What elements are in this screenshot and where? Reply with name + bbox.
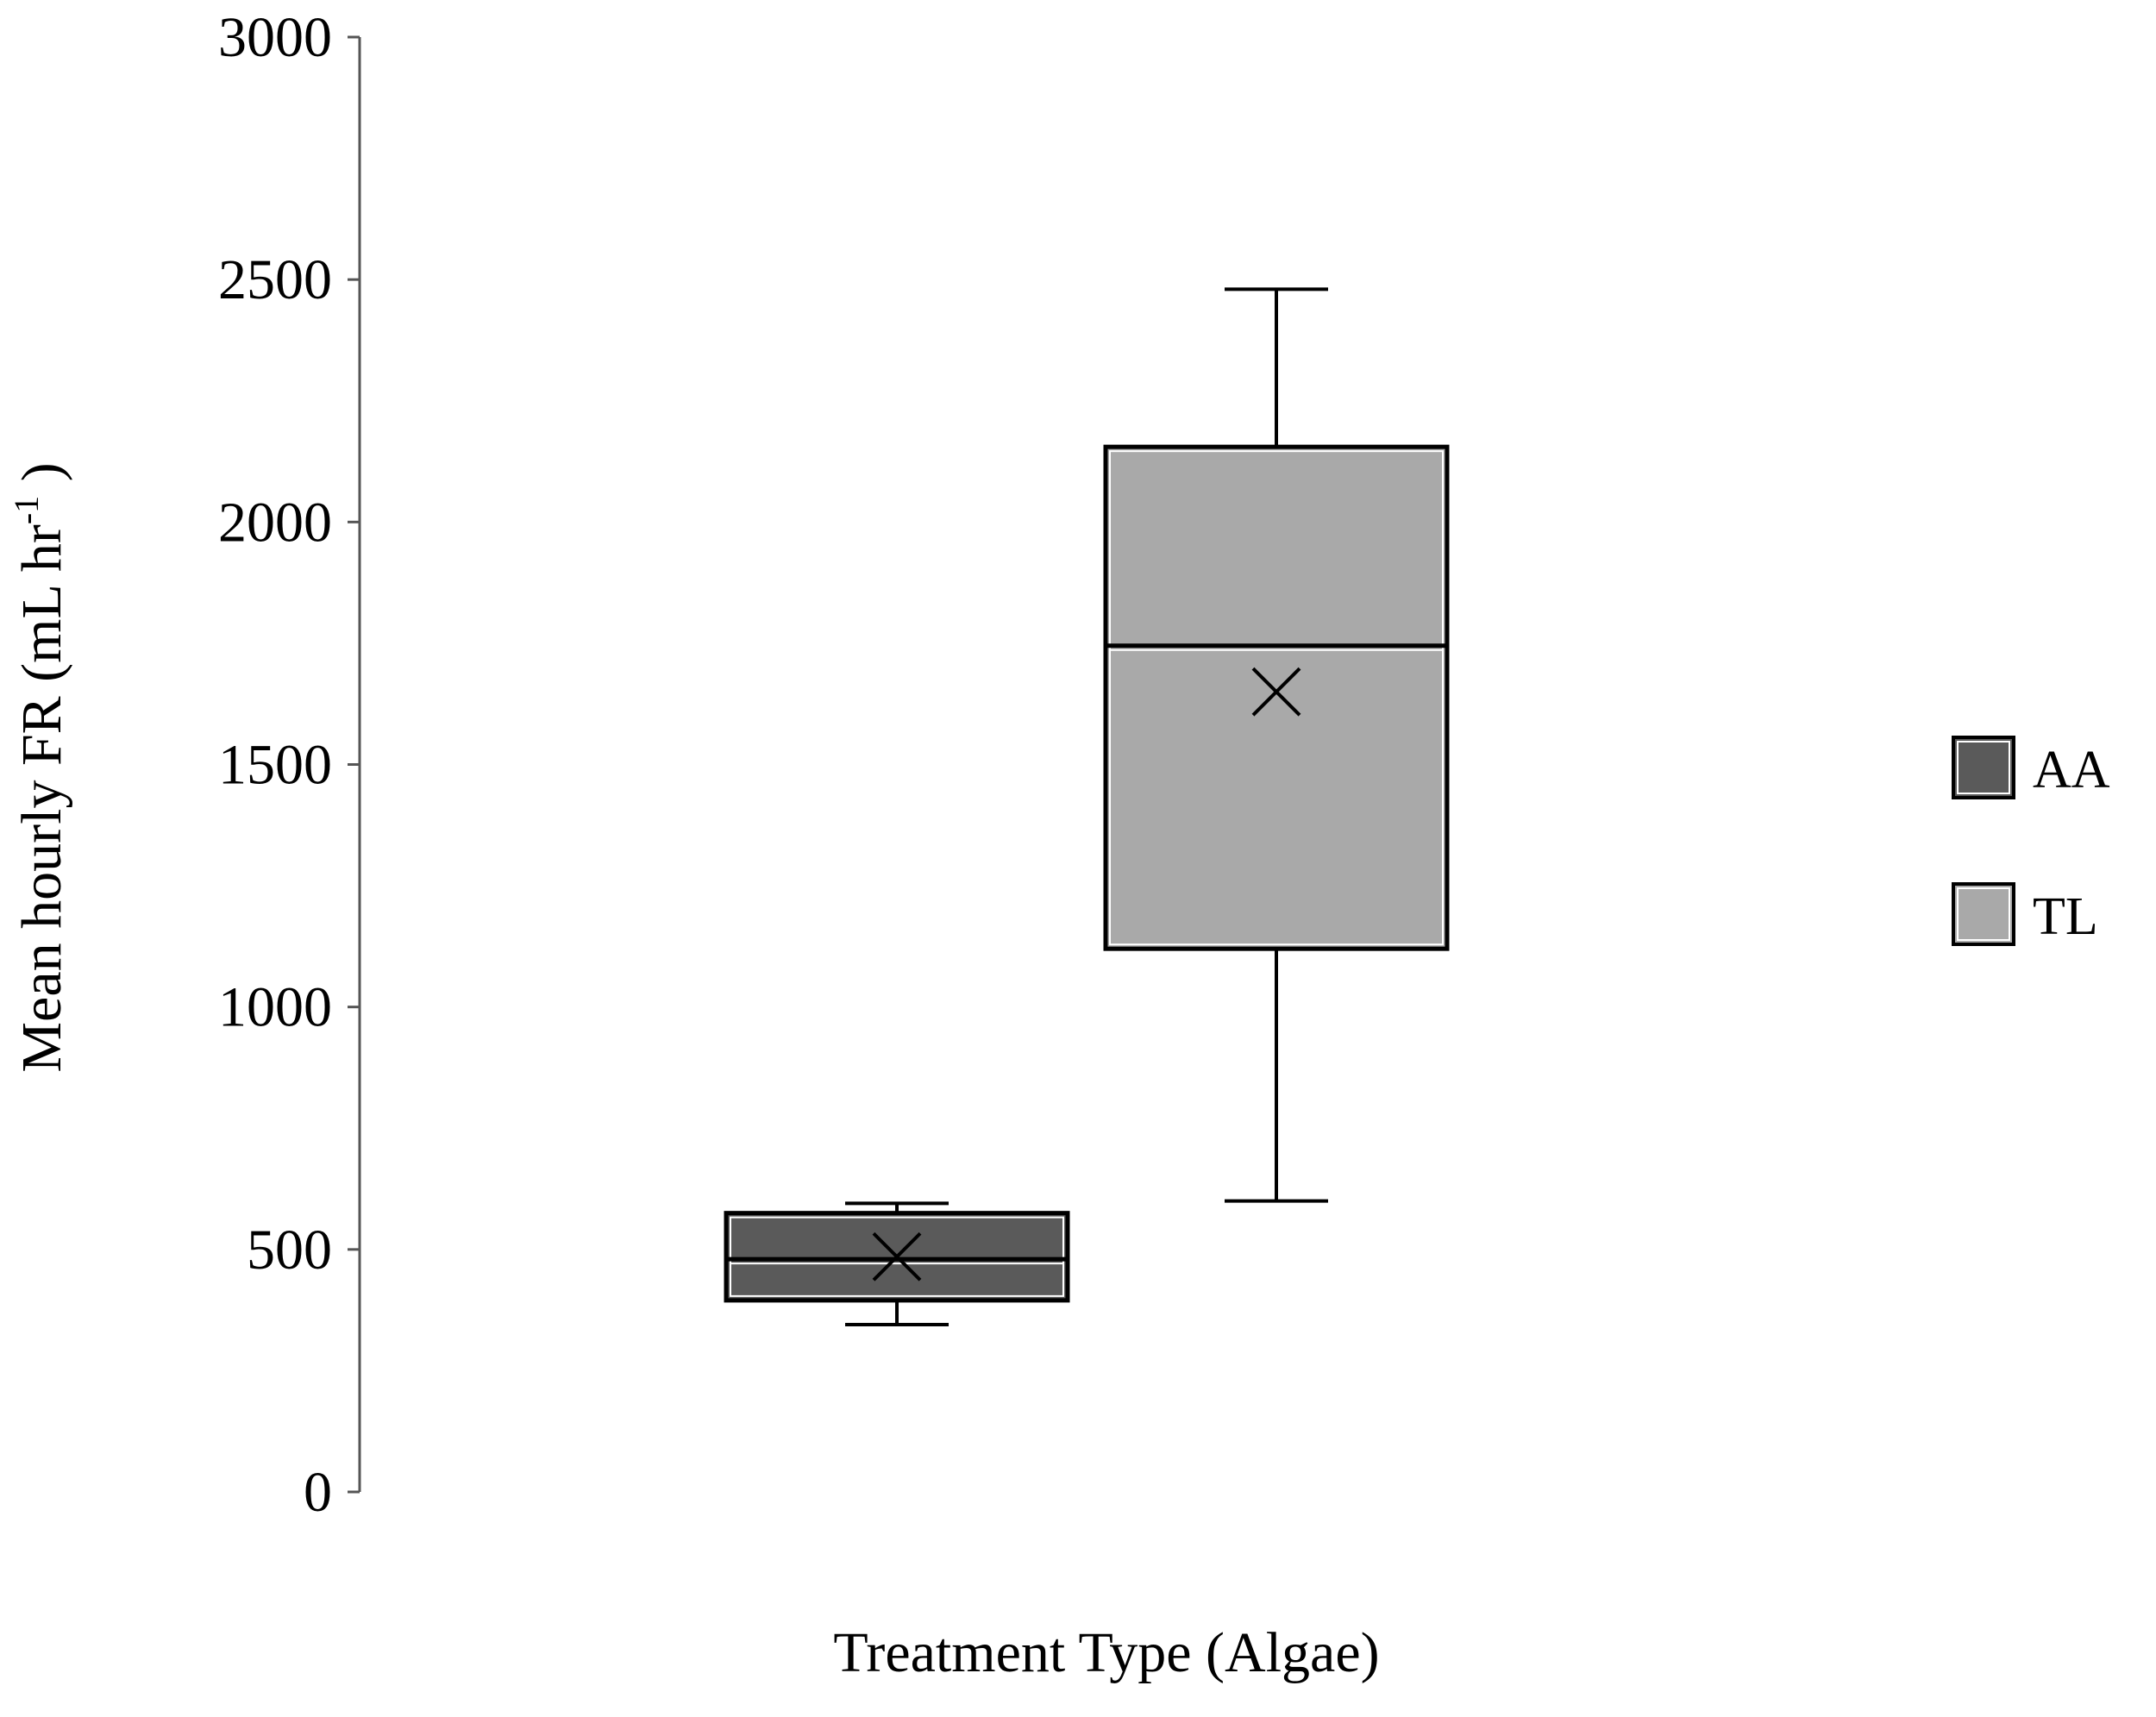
y-axis-title: Mean hourly FR (mL hr-1 ) [7, 462, 73, 1072]
y-axis-title-main: Mean hourly FR (mL hr [10, 524, 73, 1072]
x-axis-title: Treatment Type (Algae) [833, 1621, 1379, 1684]
y-tick-label-1000: 1000 [218, 976, 332, 1039]
box-tl [1103, 287, 1450, 1203]
y-tick-label-3000: 3000 [218, 6, 332, 69]
y-tick-label-0: 0 [304, 1461, 332, 1524]
box-inner-outline-tl [1109, 450, 1444, 946]
mean-marker-b-tl [1251, 667, 1301, 717]
legend-label-aa: AA [2033, 741, 2110, 799]
legend-label-tl: TL [2033, 887, 2098, 946]
mean-marker-b-aa [872, 1231, 922, 1281]
y-tick-label-1500: 1500 [218, 734, 332, 797]
box-inner-outline-aa [730, 1216, 1064, 1297]
legend: AA TL [1952, 736, 2110, 946]
legend-swatch-inner-aa [1957, 741, 2010, 794]
box-aa [724, 1201, 1070, 1326]
legend-swatch-inner-tl [1957, 887, 2010, 941]
y-axis-title-end: ) [10, 462, 73, 495]
y-tick-label-500: 500 [247, 1219, 332, 1281]
y-tick-label-2000: 2000 [218, 491, 332, 554]
box-body-tl [1103, 444, 1450, 951]
y-axis-title-superscript: -1 [7, 496, 46, 524]
legend-swatch-aa [1952, 736, 2015, 799]
y-tick-label-2500: 2500 [218, 248, 332, 311]
legend-swatch-tl [1952, 882, 2015, 946]
y-axis: 0 500 1000 1500 2000 2500 3000 [218, 6, 361, 1524]
boxes [724, 287, 1450, 1326]
